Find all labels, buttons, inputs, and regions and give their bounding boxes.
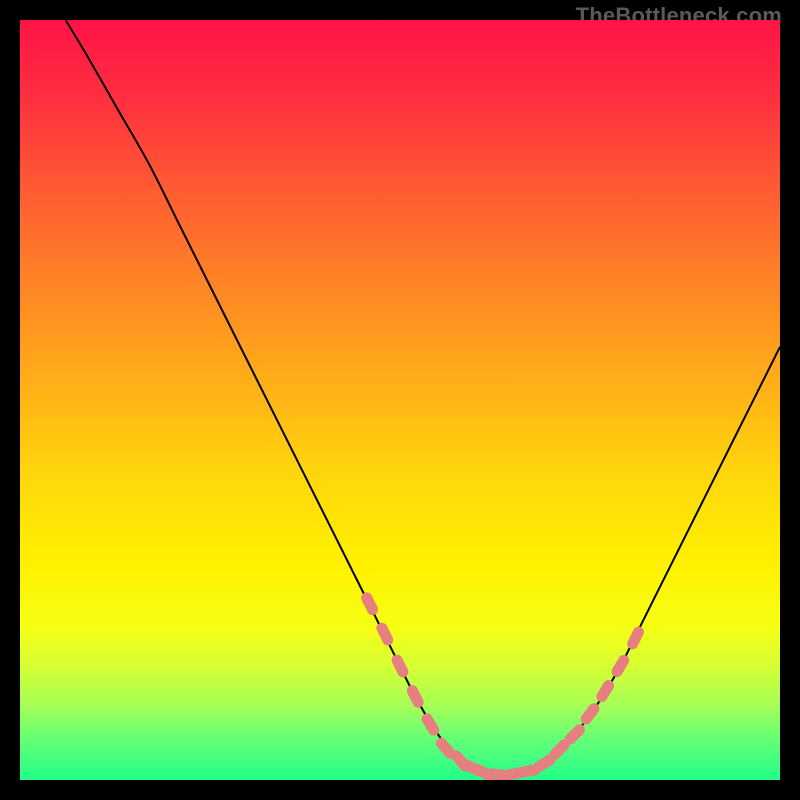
bottleneck-chart xyxy=(20,20,780,780)
chart-frame: TheBottleneck.com xyxy=(0,0,800,800)
